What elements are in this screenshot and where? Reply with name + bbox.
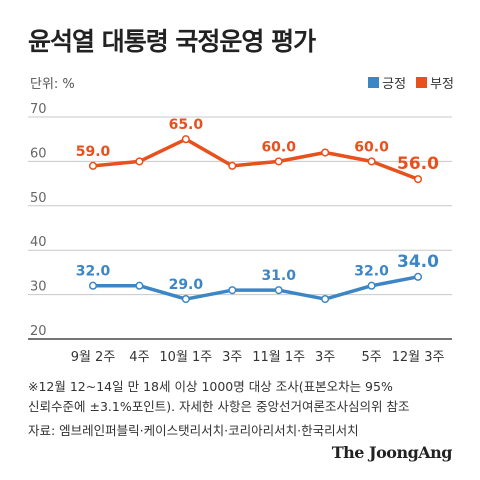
data-point <box>321 148 330 157</box>
data-point <box>228 161 237 170</box>
legend-label-negative: 부정 <box>430 77 454 92</box>
x-tick-label: 3주 <box>222 350 242 365</box>
survey-note-line-1: ※12월 12~14일 만 18세 이상 1000명 대상 조사(표본오차는 9… <box>28 379 393 394</box>
y-tick-label: 60 <box>30 146 47 161</box>
legend-label-positive: 긍정 <box>382 77 407 92</box>
data-label: 34.0 <box>397 252 439 272</box>
data-point <box>88 161 98 170</box>
data-label: 60.0 <box>261 139 296 155</box>
data-label: 65.0 <box>169 117 204 133</box>
y-tick-label: 20 <box>30 324 47 339</box>
y-tick-label: 30 <box>30 280 47 295</box>
x-tick-label: 12월 3주 <box>392 350 445 365</box>
unit-label: 단위: % <box>30 77 75 92</box>
data-point <box>413 272 423 281</box>
data-point <box>135 157 144 166</box>
data-point <box>181 135 190 144</box>
data-label: 32.0 <box>76 264 111 280</box>
data-label: 31.0 <box>261 268 296 284</box>
data-point <box>181 294 190 304</box>
data-point <box>367 281 376 290</box>
x-tick-label: 9월 2주 <box>71 350 116 365</box>
source-credit: 자료: 엠브레인퍼블릭·케이스탯리서치·코리아리서치·한국리서치 <box>28 423 359 438</box>
series-line-negative <box>92 137 419 181</box>
y-tick-label: 70 <box>30 102 47 117</box>
chart-title: 윤석열 대통령 국정운영 평가 <box>28 27 316 56</box>
legend-item-negative: 부정 <box>416 73 454 92</box>
x-tick-label: 10월 1주 <box>159 350 212 365</box>
x-tick-label: 5주 <box>361 350 381 365</box>
x-tick-label: 3주 <box>315 350 335 365</box>
data-label: 32.0 <box>354 264 389 280</box>
data-label: 56.0 <box>397 154 439 174</box>
data-point <box>274 157 283 166</box>
x-tick-label: 4주 <box>129 350 149 365</box>
data-label: 59.0 <box>76 144 111 160</box>
data-point <box>88 281 98 290</box>
survey-note: ※12월 12~14일 만 18세 이상 1000명 대상 조사(표본오차는 9… <box>28 377 409 417</box>
data-point <box>135 281 144 290</box>
data-point <box>274 286 283 295</box>
data-point <box>228 286 237 295</box>
y-tick-label: 50 <box>30 191 47 206</box>
y-tick-label: 40 <box>30 235 47 250</box>
data-point <box>321 294 330 304</box>
survey-note-line-2: 신뢰수준에 ±3.1%포인트). 자세한 사항은 중앙선거여론조사심의위 참조 <box>28 399 410 414</box>
series-line-positive <box>93 275 419 301</box>
data-point <box>367 157 376 166</box>
data-label: 29.0 <box>169 277 204 293</box>
publisher-logo: The JoongAng <box>331 443 453 462</box>
x-tick-label: 11월 1주 <box>252 350 305 365</box>
data-point <box>413 175 423 184</box>
data-label: 60.0 <box>354 139 389 155</box>
legend-swatch-positive <box>368 77 380 88</box>
legend-swatch-negative <box>416 77 428 88</box>
legend: 긍정 부정 <box>368 73 454 92</box>
legend-item-positive: 긍정 <box>368 73 406 92</box>
